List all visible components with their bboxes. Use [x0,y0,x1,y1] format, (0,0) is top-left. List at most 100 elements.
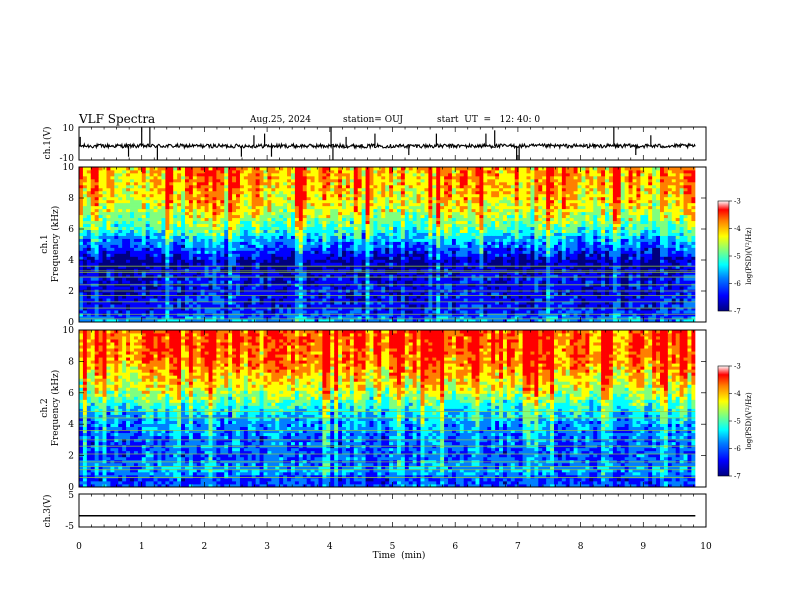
spectrogram-cell [141,178,147,183]
spectrogram-cell [110,277,115,281]
spectrogram-cell [145,256,151,260]
spectrogram-cell [247,298,253,302]
spectrogram-cell [306,259,312,263]
spectrogram-cell [353,241,359,245]
spectrogram-cell [126,181,131,186]
spectrogram-cell [365,274,370,278]
spectrogram-cell [408,292,414,296]
spectrogram-cell [173,268,178,272]
spectrogram-cell [365,247,370,251]
spectrogram-cell [149,274,154,278]
spectrogram-cell [259,202,264,207]
spectrogram-cell [404,274,410,278]
spectrogram-cell [90,295,96,299]
spectrogram-cell [349,238,355,242]
spectrogram-cell [181,256,186,260]
spectrogram-cell [236,167,241,171]
spectrogram-cell [381,205,386,210]
spectrogram-cell [184,226,190,230]
spectrogram-cell [436,262,441,266]
spectrogram-cell [287,214,292,219]
spectrogram-cell [224,226,229,230]
spectrogram-cell [79,286,84,290]
spectrogram-cell [338,199,343,204]
spectrogram-cell [157,277,162,281]
spectrogram-cell [432,175,437,180]
spectrogram-cell [389,169,394,174]
spectrogram-cell [145,220,151,225]
spectrogram-cell [137,196,143,201]
spectrogram-cell [369,193,374,198]
spectrogram-cell [420,196,425,201]
spectrogram-cell [393,256,398,260]
spectrogram-cell [236,220,241,225]
spectrogram-cell [287,187,292,192]
spectrogram-cell [389,307,394,311]
spectrogram-cell [98,238,103,242]
spectrogram-cell [192,295,198,299]
spectrogram-cell [145,211,151,216]
spectrogram-cell [373,178,378,183]
spectrogram-cell [263,167,268,171]
spectrogram-cell [130,208,135,213]
spectrogram-cell [349,196,355,201]
spectrogram-cell [310,304,315,308]
spectrogram-cell [173,238,178,242]
spectrogram-cell [349,313,355,317]
spectrogram-cell [236,217,241,222]
spectrogram-cell [310,205,315,210]
spectrogram-cell [345,167,351,171]
spectrogram-cell [306,208,312,213]
spectrogram-cell [161,259,166,263]
spectrogram-cell [192,307,198,311]
spectrogram-cell [126,262,131,266]
spectrogram-cell [255,259,260,263]
spectrogram-cell [173,253,178,257]
spectrogram-cell [369,286,374,290]
spectrogram-cell [279,304,284,308]
spectrogram-cell [338,187,343,192]
spectrogram-cell [428,244,433,248]
spectrogram-cell [212,301,217,305]
spectrogram-cell [326,205,331,210]
spectrogram-cell [212,223,217,228]
spectrogram-cell [208,241,213,245]
spectrogram-cell [369,196,374,201]
spectrogram-cell [267,220,272,225]
spectrogram-cell [122,211,127,216]
spectrogram-cell [310,172,315,177]
spectrogram-cell [396,235,402,239]
spectrogram-cell [353,238,359,242]
spectrogram-cell [122,187,127,192]
spectrogram-cell [345,319,351,323]
spectrogram-cell [232,175,237,180]
spectrogram-cell [310,193,315,198]
spectrogram-cell [228,253,233,257]
spectrogram-cell [424,235,429,239]
spectrogram-cell [122,277,127,281]
spectrogram-cell [145,247,151,251]
spectrogram-cell [259,253,264,257]
spectrogram-cell [440,310,445,314]
spectrogram-cell [90,319,96,323]
spectrogram-cell [208,199,213,204]
spectrogram-cell [133,172,139,177]
spectrogram-cell [334,229,339,233]
spectrogram-cell [385,235,390,239]
spectrogram-cell [161,241,166,245]
spectrogram-cell [243,271,249,275]
spectrogram-cell [408,208,414,213]
spectrogram-cell [228,193,233,198]
spectrogram-cell [287,235,292,239]
spectrogram-cell [161,298,166,302]
spectrogram-cell [149,250,154,254]
spectrogram-cell [82,202,88,207]
spectrogram-cell [322,307,327,311]
spectrogram-cell [239,313,245,317]
spectrogram-cell [326,172,331,177]
spectrogram-cell [161,167,166,171]
spectrogram-cell [94,229,100,233]
spectrogram-cell [275,253,280,257]
spectrogram-cell [153,178,158,183]
spectrogram-cell [102,214,107,219]
